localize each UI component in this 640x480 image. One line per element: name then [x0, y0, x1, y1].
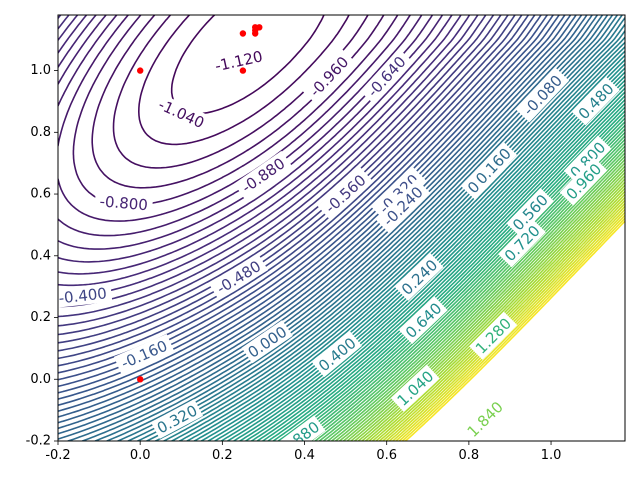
contour-line: [58, 15, 453, 275]
y-tick-label: 0.2: [30, 310, 51, 325]
contour-line: [250, 95, 625, 441]
contour-line: [171, 46, 625, 441]
contour-line: [256, 99, 625, 441]
y-axis-ticks: -0.2 0.0 0.2 0.4 0.6 0.8 1.0: [26, 63, 58, 449]
contour-line: [244, 91, 625, 441]
contour-label-gap: [151, 92, 212, 134]
contour-label-text: -0.400: [58, 284, 108, 307]
contour-line: [239, 87, 625, 441]
contour-label-gap: [559, 157, 608, 206]
contour-label-text: -0.800: [99, 192, 149, 214]
contour-label-gap: [371, 166, 426, 221]
data-point: [239, 30, 247, 37]
contour-label-gap: [515, 67, 570, 123]
contour-label-gap: [317, 167, 374, 220]
contour-line: [58, 15, 495, 327]
contour-line: [58, 15, 487, 318]
contour-label: -0.400: [58, 282, 113, 309]
x-tick-label: -0.2: [45, 448, 70, 463]
contour-label-gap: [234, 150, 293, 200]
x-tick-label: 0.0: [130, 448, 151, 463]
contour-label-gap: [302, 48, 356, 104]
contour-line: [58, 15, 560, 400]
contour-label-gap: [460, 395, 510, 441]
contour-label-gap: [375, 179, 431, 233]
contour-label-gap: [241, 320, 293, 364]
contour-label-gap: [208, 45, 269, 77]
x-tick-label: 1.0: [541, 448, 562, 463]
y-tick-label: 0.0: [30, 372, 51, 387]
plot-frame: [57, 14, 626, 442]
y-tick-label: 0.4: [30, 248, 51, 263]
contour-line: [178, 50, 625, 441]
contour-label-gap: [571, 76, 620, 126]
data-point: [256, 24, 263, 31]
contour-label-gap: [113, 333, 175, 375]
contour-label-gap: [209, 253, 269, 301]
contour-line: [338, 162, 625, 441]
contour-label-gap: [563, 135, 612, 184]
contour-label-gap: [312, 331, 363, 378]
contour-line: [58, 15, 566, 406]
contour-label-gap: [58, 282, 113, 309]
contour-line: [330, 155, 625, 441]
contour-label-gap: [94, 191, 154, 215]
contour-label-gap: [274, 415, 326, 441]
contour-line: [106, 15, 619, 441]
contour-label-gap: [390, 364, 440, 412]
data-point: [137, 376, 144, 383]
contour-line: [404, 220, 625, 441]
contour-label: -0.800: [94, 191, 154, 215]
x-tick-label: 0.6: [376, 448, 397, 463]
contour-line: [326, 152, 625, 441]
contour-label-gap: [498, 218, 546, 268]
data-points: [137, 24, 263, 383]
contour-label-gap: [359, 48, 413, 105]
contour-label-gap: [399, 296, 448, 345]
contour-label-gap: [150, 399, 204, 439]
contour-label-gap: [394, 253, 444, 301]
contour-label-gap: [469, 141, 517, 191]
contour-label-gap: [469, 311, 518, 360]
y-tick-label: 0.8: [30, 125, 51, 140]
contour-label-gap: [506, 188, 554, 237]
contour-line: [398, 214, 625, 441]
x-axis-ticks: -0.2 0.0 0.2 0.4 0.6 0.8 1.0: [45, 441, 561, 463]
data-point: [137, 67, 144, 74]
y-tick-label: 0.6: [30, 187, 51, 202]
data-point: [239, 67, 247, 74]
x-tick-label: 0.2: [212, 448, 233, 463]
x-tick-label: 0.8: [459, 448, 480, 463]
y-tick-label: 1.0: [30, 63, 51, 78]
y-tick-label: -0.2: [26, 434, 51, 449]
contour-line: [58, 15, 462, 287]
contour-line: [58, 15, 530, 367]
x-tick-label: 0.4: [294, 448, 315, 463]
contour-line: [138, 15, 350, 146]
contour-line: [94, 15, 614, 441]
